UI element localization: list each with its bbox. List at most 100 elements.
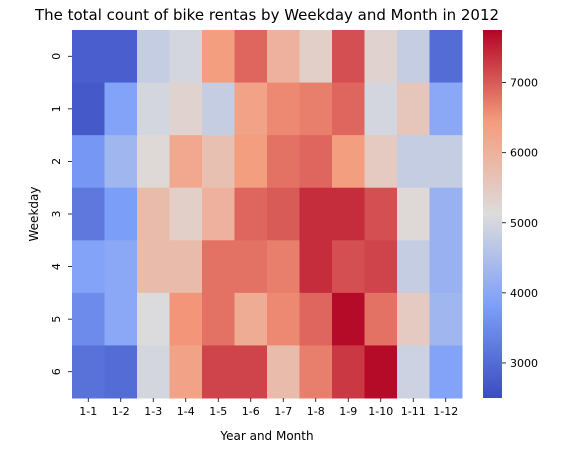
heatmap-cell <box>72 30 105 84</box>
heatmap-cell <box>429 240 463 294</box>
heatmap-cell <box>137 30 170 84</box>
heatmap-cell <box>137 187 170 241</box>
x-tick-label: 1-12 <box>433 405 458 418</box>
heatmap-cell <box>429 30 463 84</box>
heatmap-cell <box>332 292 365 346</box>
heatmap-cell <box>72 292 105 346</box>
heatmap-cell <box>267 187 300 241</box>
x-tick-label: 1-4 <box>177 405 195 418</box>
heatmap-cell <box>429 135 463 189</box>
heatmap-cell <box>332 135 365 189</box>
x-tick-label: 1-6 <box>242 405 260 418</box>
heatmap-cell <box>332 345 365 399</box>
x-tick-label: 1-9 <box>339 405 357 418</box>
heatmap-cell <box>364 187 398 241</box>
heatmap-cell <box>397 30 430 84</box>
heatmap-cell <box>202 82 235 136</box>
heatmap-cell <box>397 292 430 346</box>
heatmap-cell <box>397 345 430 399</box>
heatmap-cell <box>169 187 203 241</box>
heatmap-cell <box>267 30 300 84</box>
x-tick-label: 1-11 <box>401 405 426 418</box>
heatmap-cell <box>169 292 203 346</box>
heatmap-cell <box>72 135 105 189</box>
heatmap-cell <box>267 345 300 399</box>
x-axis-ticks: 1-1 1-2 1-3 1-4 1-5 1-6 1-7 1-8 1-9 1-10 1-11 1-12 <box>79 398 458 418</box>
heatmap-cell <box>267 292 300 346</box>
heatmap-cell <box>202 30 235 84</box>
y-tick-label: 3 <box>50 211 63 218</box>
y-tick-label: 5 <box>50 316 63 323</box>
heatmap-cell <box>104 30 138 84</box>
heatmap-cell <box>137 240 170 294</box>
colorbar-tick-label: 5000 <box>510 217 538 230</box>
y-tick-label: 4 <box>50 263 63 270</box>
heatmap-cell <box>332 187 365 241</box>
heatmap-cell <box>72 82 105 136</box>
heatmap-cell <box>397 135 430 189</box>
heatmap-cell <box>137 345 170 399</box>
y-axis-ticks: 0 1 2 3 4 5 6 <box>50 53 72 375</box>
heatmap-cell <box>202 292 235 346</box>
x-tick-label: 1-10 <box>368 405 393 418</box>
heatmap-cell <box>234 240 268 294</box>
y-tick-label: 1 <box>50 105 63 112</box>
heatmap-cell <box>332 30 365 84</box>
heatmap-cell <box>364 240 398 294</box>
x-tick-label: 1-1 <box>79 405 97 418</box>
heatmap-cell <box>267 82 300 136</box>
heatmap-cell <box>234 292 268 346</box>
heatmap-cell <box>299 345 333 399</box>
heatmap-cell <box>202 187 235 241</box>
chart-title: The total count of bike rentas by Weekda… <box>34 6 499 24</box>
heatmap-cell <box>137 292 170 346</box>
heatmap-cell <box>299 292 333 346</box>
heatmap-cell <box>234 135 268 189</box>
x-tick-label: 1-5 <box>209 405 227 418</box>
heatmap-cell <box>169 240 203 294</box>
heatmap-cell <box>202 135 235 189</box>
heatmap-cell <box>429 187 463 241</box>
heatmap-cell <box>72 240 105 294</box>
heatmap-cell <box>137 135 170 189</box>
colorbar <box>483 30 502 398</box>
heatmap-cell <box>234 30 268 84</box>
y-axis-label: Weekday <box>27 187 41 242</box>
heatmap-cell <box>169 135 203 189</box>
heatmap-cell <box>397 240 430 294</box>
heatmap-cell <box>234 82 268 136</box>
heatmap-cell <box>364 135 398 189</box>
heatmap-cell <box>234 345 268 399</box>
x-tick-label: 1-7 <box>274 405 292 418</box>
heatmap-cell <box>397 82 430 136</box>
heatmap-cell <box>364 30 398 84</box>
colorbar-tick-label: 6000 <box>510 147 538 160</box>
heatmap-cell <box>104 240 138 294</box>
heatmap-cell <box>202 240 235 294</box>
heatmap-cell <box>429 82 463 136</box>
heatmap-cell <box>72 345 105 399</box>
heatmap-cell <box>104 135 138 189</box>
heatmap-cell <box>202 345 235 399</box>
heatmap-cell <box>299 30 333 84</box>
heatmap-cell <box>364 292 398 346</box>
x-tick-label: 1-3 <box>144 405 162 418</box>
heatmap-cell <box>137 82 170 136</box>
y-tick-label: 0 <box>50 53 63 60</box>
heatmap-cell <box>267 135 300 189</box>
heatmap-cell <box>364 82 398 136</box>
heatmap-cell <box>299 82 333 136</box>
heatmap-cell <box>169 82 203 136</box>
x-tick-label: 1-2 <box>112 405 130 418</box>
heatmap-cell <box>397 187 430 241</box>
heatmap-cell <box>429 292 463 346</box>
x-tick-label: 1-8 <box>307 405 325 418</box>
heatmap-cell <box>72 187 105 241</box>
heatmap-cell <box>104 82 138 136</box>
x-axis-label: Year and Month <box>219 429 313 443</box>
heatmap-cell <box>332 240 365 294</box>
y-tick-label: 6 <box>50 368 63 375</box>
colorbar-tick-label: 3000 <box>510 357 538 370</box>
